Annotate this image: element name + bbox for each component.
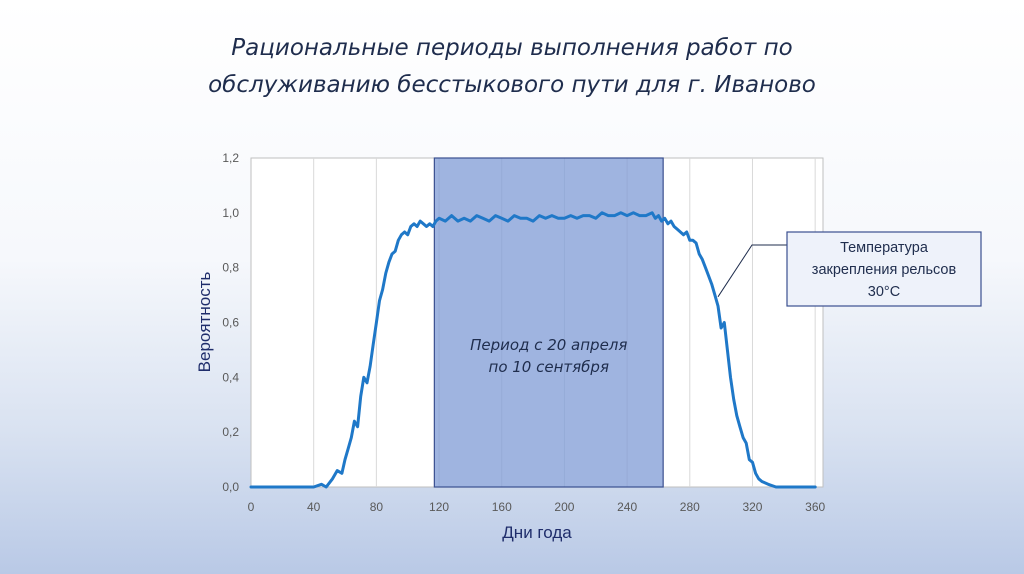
period-label-line-1: Период с 20 апреля (470, 336, 627, 354)
x-tick-label: 280 (680, 500, 700, 514)
x-axis-ticks: 0 40 80 120 160 200 240 280 320 360 (248, 500, 826, 514)
highlight-period-band (433, 157, 664, 488)
annotation-box (786, 231, 982, 307)
annotation-leader-line (717, 244, 787, 298)
title-line-2: обслуживанию бесстыкового пути для г. Ив… (208, 72, 816, 98)
period-label-line-2: по 10 сентября (489, 358, 609, 376)
x-tick-label: 80 (370, 500, 384, 514)
y-tick-label: 0,0 (222, 480, 239, 494)
y-tick-label: 1,2 (222, 151, 239, 165)
y-tick-label: 0,4 (222, 370, 239, 384)
x-axis-label: Дни года (502, 523, 572, 542)
x-tick-label: 0 (248, 500, 255, 514)
y-tick-label: 1,0 (222, 206, 239, 220)
annotation-line-1: Температура (840, 240, 929, 256)
slide-title: Рациональные периоды выполнения работ по… (0, 30, 1024, 104)
y-tick-label: 0,6 (222, 316, 239, 330)
title-line-1: Рациональные периоды выполнения работ по (231, 35, 793, 61)
x-tick-label: 120 (429, 500, 449, 514)
series-line (249, 211, 817, 489)
x-tick-label: 320 (742, 500, 762, 514)
x-tick-label: 200 (554, 500, 574, 514)
x-tick-label: 240 (617, 500, 637, 514)
y-axis-ticks: 0,0 0,2 0,4 0,6 0,8 1,0 1,2 (222, 151, 239, 494)
x-tick-label: 160 (492, 500, 512, 514)
x-tick-label: 40 (307, 500, 321, 514)
y-axis-label: Вероятность (195, 272, 214, 373)
annotation-line-3: 30°С (868, 284, 900, 300)
y-tick-label: 0,8 (222, 261, 239, 275)
x-tick-label: 360 (805, 500, 825, 514)
y-tick-label: 0,2 (222, 425, 239, 439)
annotation-line-2: закрепления рельсов (812, 262, 957, 278)
